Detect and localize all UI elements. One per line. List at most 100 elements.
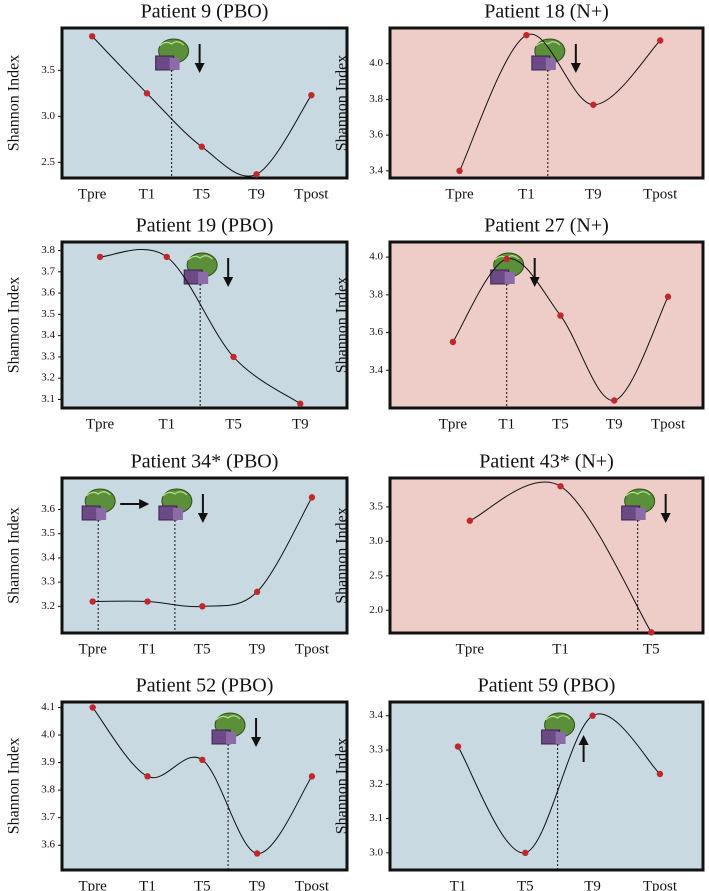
data-point: [199, 603, 206, 610]
panel-title: Patient 34* (PBO): [131, 451, 279, 473]
y-tick-label: 3.5: [41, 308, 55, 320]
data-line: [92, 497, 313, 608]
brain-icon: [226, 732, 237, 744]
y-tick-label: 3.5: [41, 64, 55, 76]
data-point: [297, 400, 304, 407]
y-tick-label: 3.4: [369, 164, 383, 176]
x-tick-label: T5: [194, 641, 211, 657]
y-tick-label: 3.7: [41, 265, 55, 277]
data-point: [308, 773, 316, 780]
data-point: [230, 353, 237, 361]
x-tick-label: T1: [518, 186, 535, 202]
x-tick-label: T9: [292, 416, 309, 432]
brain-icon: [625, 491, 651, 497]
y-tick-label: 3.8: [369, 93, 383, 105]
data-line: [459, 33, 661, 172]
y-tick-label: 3.1: [369, 812, 383, 824]
panel-title: Patient 19 (PBO): [136, 215, 274, 237]
y-tick-label: 3.4: [41, 329, 55, 341]
brain-icon: [545, 58, 556, 70]
data-point: [253, 171, 260, 178]
plot-area: [60, 26, 349, 180]
data-point: [308, 494, 316, 501]
data-point: [557, 483, 564, 490]
y-tick-label: 3.2: [41, 600, 55, 612]
y-axis-label: Shannon Index: [334, 507, 351, 603]
x-tick-label: T9: [248, 186, 265, 202]
brain-icon: [635, 508, 646, 520]
panel: Patient 27 (N+) Shannon Index 3.4 3.6 3.8 4.0…: [334, 215, 705, 432]
x-tick-label: Tpost: [294, 186, 329, 202]
data-point: [664, 293, 672, 300]
y-tick-label: 3.4: [369, 709, 383, 721]
x-tick-label: Tpost: [651, 416, 686, 432]
data-point: [144, 773, 151, 780]
data-point: [89, 704, 96, 711]
panel: Patient 34* (PBO) Shannon Index 3.2 3.3 3.4 3…: [6, 451, 349, 657]
x-tick-label: Tpre: [86, 416, 115, 432]
panel-title: Patient 43* (N+): [479, 451, 614, 473]
brain-icon: [545, 715, 571, 721]
panel: Patient 43* (N+) Shannon Index 2.0 2.5 3.0 3.…: [334, 451, 705, 657]
y-axis-label: Shannon Index: [6, 55, 23, 151]
data-point: [96, 253, 104, 261]
y-tick-label: 3.0: [369, 846, 383, 858]
brain-icon: [85, 491, 111, 497]
panel: Patient 52 (PBO) Shannon Index 3.6 3.7 3.8 3.…: [6, 675, 349, 891]
panel-title: Patient 9 (PBO): [141, 1, 269, 23]
panel: Patient 19 (PBO) Shannon Index 3.1 3.2 3.3 3.…: [6, 215, 349, 432]
x-tick-label: T1: [552, 641, 569, 657]
panel-title: Patient 27 (N+): [484, 215, 609, 237]
data-point: [589, 712, 596, 719]
x-tick-label: Tpre: [78, 186, 107, 202]
y-axis-label: Shannon Index: [6, 738, 23, 834]
panel-title: Patient 18 (N+): [484, 1, 609, 23]
data-point: [590, 101, 597, 108]
y-axis-label: Shannon Index: [6, 277, 23, 373]
y-axis-label: Shannon Index: [334, 738, 351, 834]
x-tick-label: T1: [158, 416, 175, 432]
y-tick-label: 2.0: [369, 604, 383, 616]
y-tick-label: 3.6: [41, 839, 55, 851]
x-tick-label: T9: [249, 641, 266, 657]
brain-icon: [169, 58, 180, 70]
plot-area: [60, 700, 349, 872]
x-tick-label: Tpost: [643, 878, 678, 891]
data-point: [523, 31, 530, 39]
brain-icon: [504, 272, 515, 284]
x-tick-label: T1: [498, 416, 515, 432]
brain-icon: [555, 732, 566, 744]
y-tick-label: 3.4: [369, 364, 383, 376]
x-tick-label: T1: [450, 878, 467, 891]
data-point: [522, 849, 529, 857]
data-point: [88, 33, 96, 40]
data-point: [89, 598, 96, 605]
plot-area: [388, 240, 705, 410]
y-tick-label: 3.3: [41, 350, 55, 362]
y-tick-label: 3.4: [41, 551, 55, 563]
brain-icon: [198, 272, 209, 284]
y-tick-label: 3.5: [41, 527, 55, 539]
x-tick-label: Tpre: [445, 186, 474, 202]
data-point: [253, 588, 261, 596]
x-tick-label: Tpre: [456, 641, 485, 657]
y-tick-label: 3.1: [41, 393, 55, 405]
y-tick-label: 3.8: [369, 288, 383, 300]
x-tick-label: Tpost: [295, 641, 330, 657]
data-point: [144, 598, 151, 605]
brain-icon: [187, 255, 213, 261]
panel: Patient 18 (N+) Shannon Index 3.4 3.6 3.8 4.0…: [334, 1, 705, 202]
data-line: [100, 248, 301, 405]
x-tick-label: T5: [643, 641, 660, 657]
data-point: [308, 91, 315, 99]
y-tick-label: 4.0: [369, 251, 383, 263]
y-tick-label: 3.2: [369, 778, 383, 790]
y-tick-label: 3.3: [41, 576, 55, 588]
data-point: [456, 167, 463, 175]
data-point: [648, 629, 655, 636]
data-point: [503, 255, 510, 263]
y-tick-label: 3.6: [41, 503, 55, 515]
y-tick-label: 3.0: [369, 535, 383, 547]
x-tick-label: T5: [552, 416, 569, 432]
data-line: [457, 713, 661, 854]
